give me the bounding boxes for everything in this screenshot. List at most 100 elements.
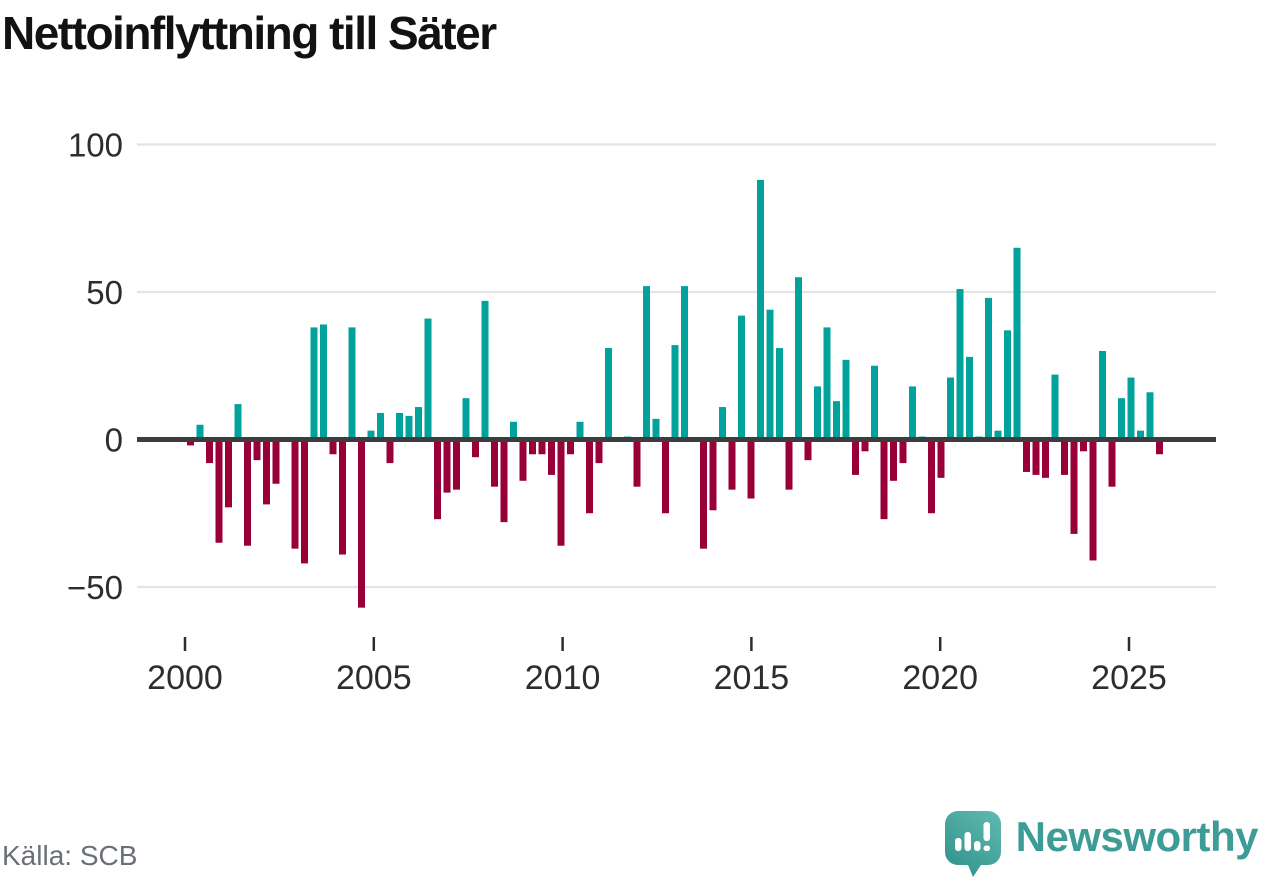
bar	[538, 439, 546, 455]
bar	[424, 318, 432, 440]
bar	[757, 179, 764, 440]
bar	[339, 439, 346, 555]
bar	[852, 439, 859, 475]
bar	[909, 386, 916, 440]
y-axis-tick-label: 0	[105, 422, 123, 459]
bar	[1108, 439, 1116, 487]
bar	[491, 439, 498, 487]
bar	[643, 286, 650, 440]
bar	[443, 439, 451, 493]
bar	[415, 407, 422, 440]
y-axis-tick-label: −50	[67, 569, 123, 606]
newsworthy-wordmark: Newsworthy	[1015, 813, 1259, 860]
x-axis-tick-label: 2020	[902, 659, 978, 697]
bar	[871, 365, 878, 440]
x-axis-tick-label: 2005	[336, 659, 412, 697]
logo-bar-2	[964, 832, 971, 851]
bar	[719, 407, 726, 440]
bar	[776, 348, 783, 440]
source-label: Källa: SCB	[2, 840, 138, 871]
y-axis-tick-label: 50	[86, 274, 123, 311]
bar	[225, 439, 232, 508]
bar	[681, 286, 688, 440]
bar	[1099, 351, 1106, 440]
bar	[1080, 439, 1087, 452]
bar	[291, 439, 299, 549]
logo-bar-1	[954, 838, 962, 851]
bar	[947, 377, 954, 440]
bar	[671, 345, 679, 440]
bar	[605, 348, 612, 440]
bar	[985, 297, 992, 440]
bar	[481, 300, 489, 440]
bar	[263, 439, 270, 505]
bar	[633, 439, 641, 487]
bar	[557, 439, 565, 546]
logo-exclamation-bar	[983, 822, 990, 841]
bar	[747, 439, 755, 499]
bar	[310, 327, 318, 440]
bar	[215, 439, 223, 543]
bar	[880, 439, 888, 520]
bar	[244, 439, 251, 546]
bar	[453, 439, 460, 490]
bar	[652, 418, 660, 440]
bar	[548, 439, 555, 475]
bar	[586, 439, 593, 514]
bar	[709, 439, 717, 511]
bar	[1004, 330, 1011, 440]
bar	[595, 439, 603, 464]
bar	[928, 439, 935, 514]
bar	[301, 439, 308, 564]
bar	[1070, 439, 1078, 534]
bar	[196, 424, 204, 440]
bar	[529, 439, 536, 455]
bar	[462, 398, 470, 440]
bar	[1023, 439, 1030, 472]
x-axis-tick-label: 2010	[525, 659, 601, 697]
bar	[899, 439, 907, 464]
bar	[405, 415, 413, 440]
bar	[937, 439, 945, 478]
zero-axis-line	[137, 437, 1216, 442]
bar	[795, 277, 802, 440]
bar	[472, 439, 479, 458]
x-axis-tick-label: 2025	[1091, 659, 1167, 697]
x-axis-tick-label: 2000	[147, 659, 223, 697]
bar	[956, 289, 964, 440]
bar	[396, 412, 403, 440]
bar	[348, 327, 356, 440]
speech-bubble-shape	[944, 811, 1001, 877]
bar	[1051, 374, 1059, 440]
bar	[234, 404, 242, 440]
bar	[519, 439, 527, 481]
bar	[1032, 439, 1040, 475]
bar	[272, 439, 280, 484]
bar	[966, 356, 973, 440]
bar	[320, 324, 327, 440]
bar	[1156, 439, 1163, 455]
bar	[377, 412, 384, 440]
bar	[510, 421, 517, 440]
bar	[1089, 439, 1097, 561]
bar	[890, 439, 897, 481]
bar	[814, 386, 821, 440]
bar	[700, 439, 707, 549]
newsworthy-logo: Newsworthy	[944, 810, 1259, 878]
bar	[738, 315, 745, 440]
bar	[206, 439, 213, 464]
bar	[386, 439, 394, 464]
bar	[1042, 439, 1049, 478]
x-axis-tick-label: 2015	[714, 659, 790, 697]
bar	[329, 439, 337, 455]
bar	[576, 421, 584, 440]
bar	[1061, 439, 1068, 475]
bar	[367, 430, 375, 440]
bar	[358, 439, 365, 608]
page-title: Nettoinflyttning till Säter	[2, 7, 497, 59]
bar	[804, 439, 812, 461]
newsworthy-speech-bubble-bar-chart-icon	[944, 811, 1001, 877]
bar	[500, 439, 508, 523]
bar	[833, 401, 840, 440]
